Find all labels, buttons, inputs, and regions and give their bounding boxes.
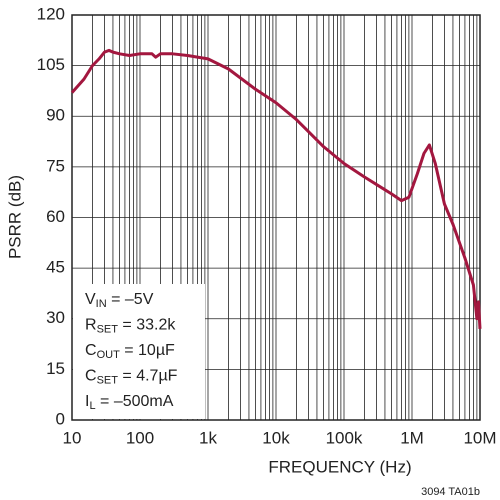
y-tick-label: 75: [46, 156, 65, 175]
annotation: IL = –500mA: [85, 393, 174, 412]
annotation-main: R: [85, 317, 97, 334]
x-tick-label: 10M: [463, 428, 496, 447]
x-tick-label: 10: [63, 428, 82, 447]
series-line: [70, 48, 482, 329]
x-tick-label: 1k: [199, 428, 217, 447]
annotation-sub: SET: [97, 323, 119, 335]
annotation-box: [73, 284, 205, 419]
y-tick-label: 105: [37, 55, 65, 74]
annotation-rest: = 10µF: [120, 342, 175, 359]
x-tick-label: 100: [126, 428, 154, 447]
y-tick-label: 120: [37, 4, 65, 23]
y-tick-label: 45: [46, 258, 65, 277]
plot-frame: [71, 14, 481, 421]
x-tick-label: 10k: [262, 428, 290, 447]
annotation-rest: = –5V: [107, 291, 154, 308]
annotation-sub: OUT: [97, 349, 121, 361]
y-tick-label: 15: [46, 359, 65, 378]
annotation: COUT = 10µF: [85, 342, 175, 361]
y-axis-label: PSRR (dB): [5, 175, 24, 259]
y-tick-label: 0: [56, 409, 65, 428]
annotation-sub: IN: [96, 298, 107, 310]
annotation-rest: = –500mA: [96, 393, 174, 410]
y-tick-label: 90: [46, 106, 65, 125]
x-tick-label: 1M: [400, 428, 424, 447]
x-axis-label: FREQUENCY (Hz): [268, 457, 411, 476]
annotation: VIN = –5V: [85, 291, 154, 310]
annotation-rest: = 33.2k: [118, 317, 176, 334]
annotation-sub: L: [89, 400, 95, 412]
y-tick-label: 60: [46, 207, 65, 226]
y-tick-label: 30: [46, 308, 65, 327]
annotation-main: V: [85, 291, 96, 308]
annotation: CSET = 4.7µF: [85, 368, 178, 387]
annotation-rest: = 4.7µF: [118, 368, 178, 385]
annotation-main: I: [85, 393, 89, 410]
footnote: 3094 TA01b: [421, 486, 480, 498]
annotation-main: C: [85, 342, 97, 359]
x-tick-label: 100k: [326, 428, 363, 447]
annotation-sub: SET: [97, 374, 119, 386]
annotation-main: C: [85, 368, 97, 385]
annotation: RSET = 33.2k: [85, 317, 176, 336]
